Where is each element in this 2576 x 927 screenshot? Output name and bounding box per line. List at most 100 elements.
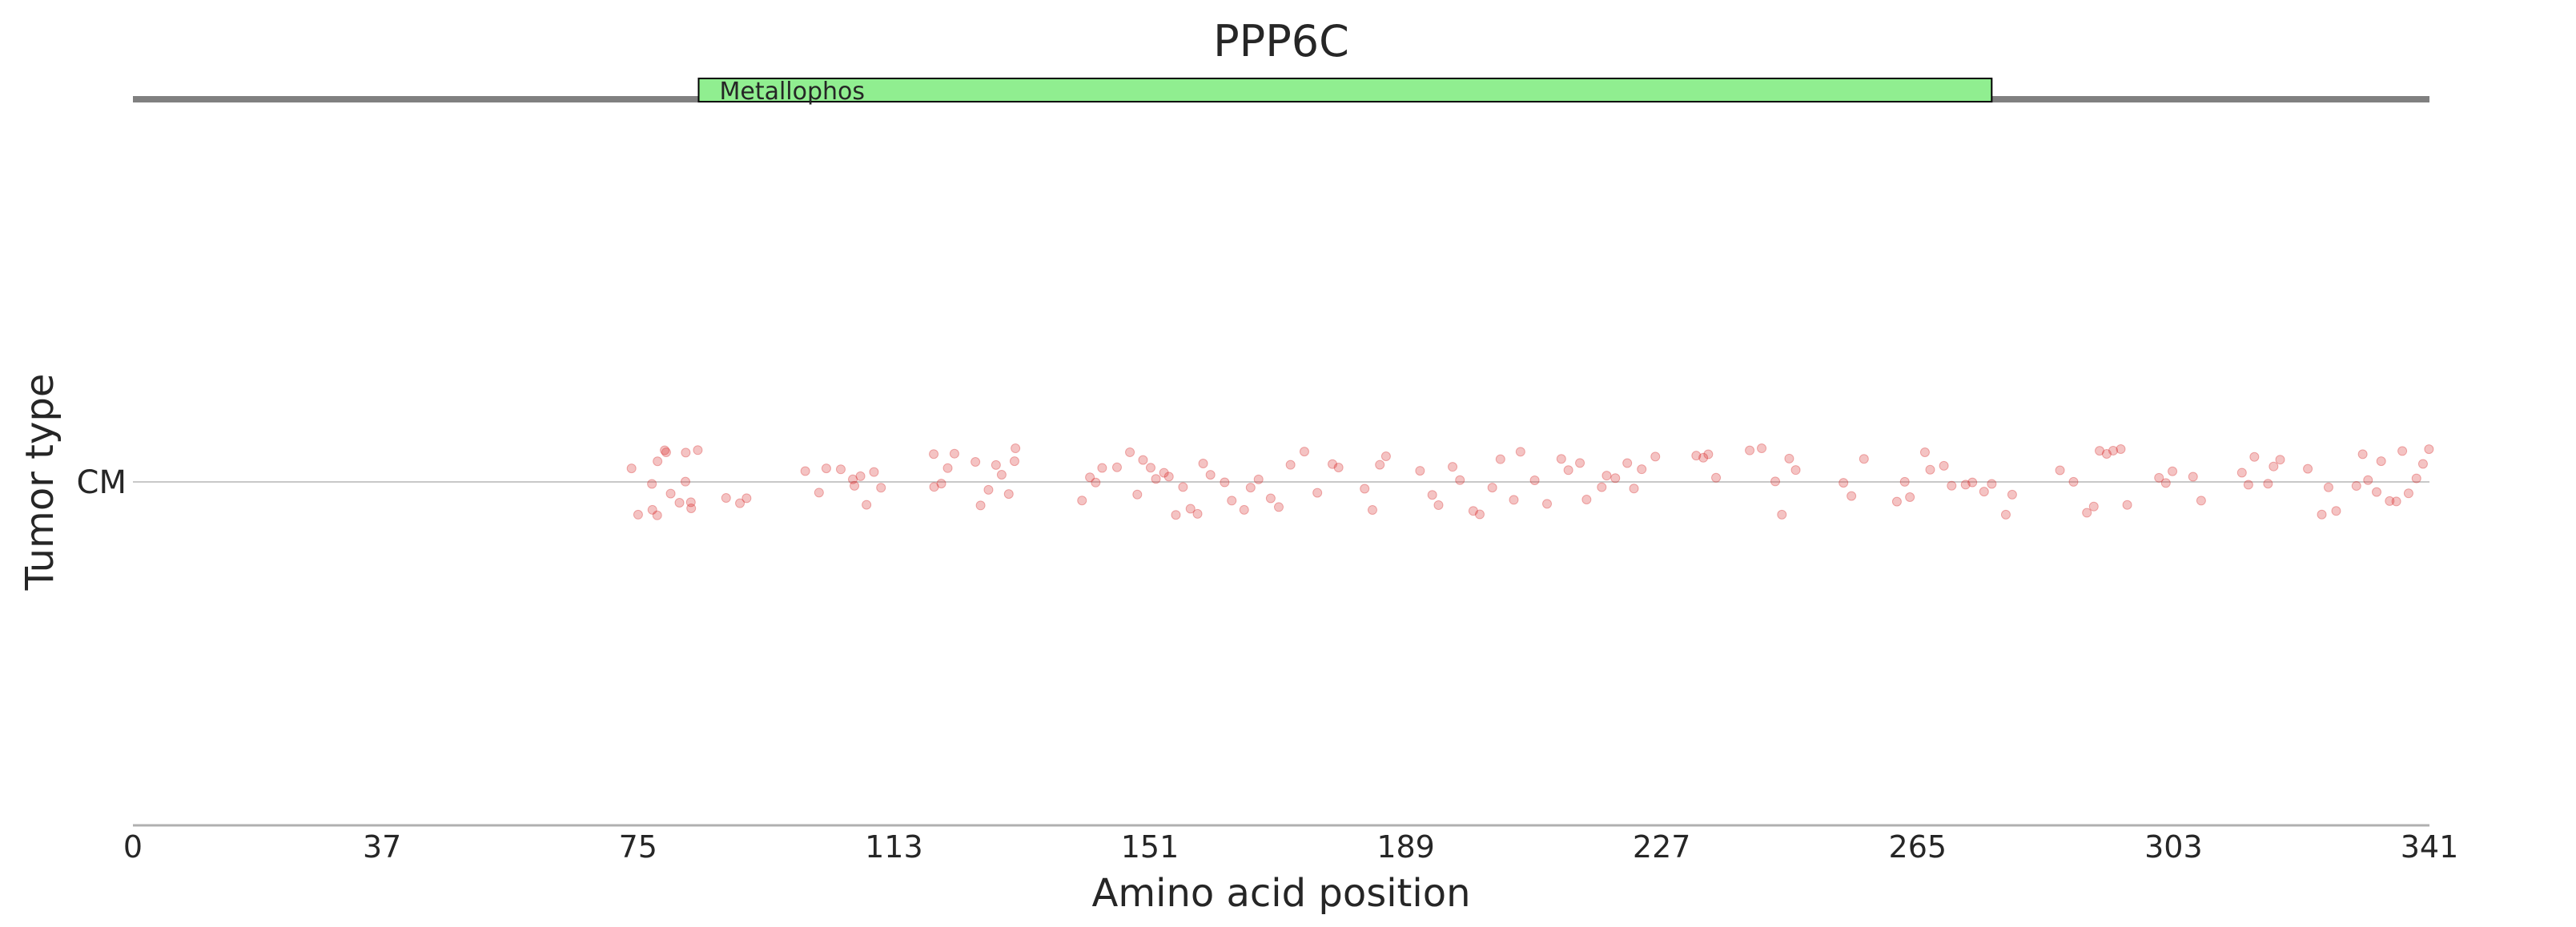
mutation-point: [2196, 496, 2206, 506]
mutation-point: [2243, 480, 2253, 490]
mutation-point: [2411, 473, 2421, 484]
mutation-point: [665, 488, 676, 499]
domain-box: [697, 78, 1993, 102]
mutation-point: [681, 476, 691, 487]
mutation-point: [821, 464, 831, 474]
mutation-point: [681, 447, 691, 458]
mutation-point: [1239, 504, 1249, 515]
x-tick-label: 151: [1121, 829, 1179, 865]
mutation-point: [1581, 495, 1592, 505]
mutation-point: [1563, 465, 1573, 476]
mutation-point: [876, 483, 886, 493]
mutation-point: [949, 448, 959, 459]
mutation-point: [2082, 508, 2092, 518]
mutation-point: [1987, 479, 1997, 489]
mutation-point: [1745, 445, 1755, 455]
mutation-point: [741, 493, 752, 504]
mutation-point: [1899, 476, 1910, 487]
y-categories: CM: [77, 464, 2429, 501]
domain-label: Metallophos: [719, 78, 865, 106]
mutation-point: [1125, 447, 1135, 457]
mutation-point: [674, 498, 685, 508]
mutation-point: [1757, 443, 1767, 454]
mutation-point: [1367, 505, 1377, 516]
x-tick-labels: 0 37 75 113 151 189 227 265 303 341: [123, 829, 2458, 865]
mutation-point: [1132, 489, 1143, 500]
mutation-point: [653, 456, 663, 467]
mutation-point: [1622, 458, 1633, 468]
mutation-point: [1312, 488, 1323, 498]
mutation-point: [1171, 510, 1181, 520]
mutation-point: [1629, 484, 1639, 494]
mutation-point: [2269, 461, 2279, 472]
mutation-point: [1159, 468, 1169, 478]
mutation-point: [1905, 492, 1915, 502]
mutation-point: [929, 482, 939, 492]
mutation-point: [2188, 472, 2198, 482]
mutation-point: [1529, 475, 1540, 485]
mutation-point: [2055, 465, 2065, 476]
mutation-point: [1328, 459, 1338, 469]
mutation-point: [735, 498, 745, 508]
mutation-point: [983, 484, 994, 495]
mutation-point: [1009, 456, 1019, 467]
mutation-point: [1245, 483, 1256, 493]
mutation-point: [1925, 464, 1935, 475]
mutation-point: [1253, 474, 1264, 484]
mutation-point: [626, 464, 637, 474]
mutation-point: [2160, 478, 2171, 488]
mutation-point: [1145, 463, 1155, 473]
mutation-point: [1380, 451, 1391, 462]
mutation-point: [686, 503, 697, 513]
mutation-point: [1427, 490, 1437, 500]
mutation-point: [936, 479, 946, 489]
mutation-point: [1839, 478, 1849, 488]
mutation-point: [800, 466, 810, 476]
x-tick-label: 303: [2144, 829, 2203, 865]
mutation-point: [1285, 459, 1296, 470]
mutation-point: [1495, 454, 1505, 464]
mutation-point: [1542, 499, 1553, 509]
mutation-point: [1178, 482, 1188, 492]
mutation-point: [2263, 479, 2273, 489]
mutation-point: [661, 447, 671, 457]
mutation-point: [2168, 466, 2178, 476]
mutation-point: [2088, 501, 2099, 512]
mutation-point: [1011, 443, 1021, 454]
mutation-point: [2417, 459, 2428, 469]
mutation-point: [2323, 482, 2333, 492]
mutation-point: [2385, 496, 2395, 506]
mutation-point: [1198, 459, 1208, 469]
x-tick-label: 113: [865, 829, 923, 865]
mutation-point: [1891, 496, 1902, 507]
mutation-point: [835, 464, 846, 475]
mutation-point: [1487, 483, 1497, 493]
mutation-point: [1515, 447, 1525, 457]
mutation-point: [2376, 456, 2386, 467]
mutation-point: [1979, 487, 1989, 497]
mutation-point: [991, 459, 1001, 470]
mutation-point: [1163, 472, 1174, 482]
mutation-point: [1227, 496, 1237, 506]
mutation-points: [626, 443, 2434, 520]
mutation-point: [1770, 476, 1781, 487]
mutation-point: [1375, 459, 1385, 470]
mutation-point: [1415, 466, 1425, 476]
mutation-point: [1784, 453, 1794, 464]
mutation-point: [721, 493, 731, 504]
mutation-point: [1299, 447, 1309, 457]
mutation-point: [2108, 445, 2119, 455]
mutation-point: [1967, 477, 1978, 488]
mutation-point: [2424, 444, 2434, 455]
x-tick-label: 227: [1633, 829, 1691, 865]
mutation-point: [1085, 472, 1095, 483]
mutation-point: [1360, 484, 1370, 494]
mutation-point: [1185, 504, 1196, 514]
mutation-point: [1703, 449, 1714, 459]
mutation-point: [1947, 480, 1957, 491]
x-tick-label: 189: [1376, 829, 1435, 865]
mutation-point: [1777, 509, 1787, 520]
mutation-point: [1097, 463, 1107, 473]
mutation-point: [647, 479, 657, 489]
mutation-point: [1637, 464, 1647, 475]
